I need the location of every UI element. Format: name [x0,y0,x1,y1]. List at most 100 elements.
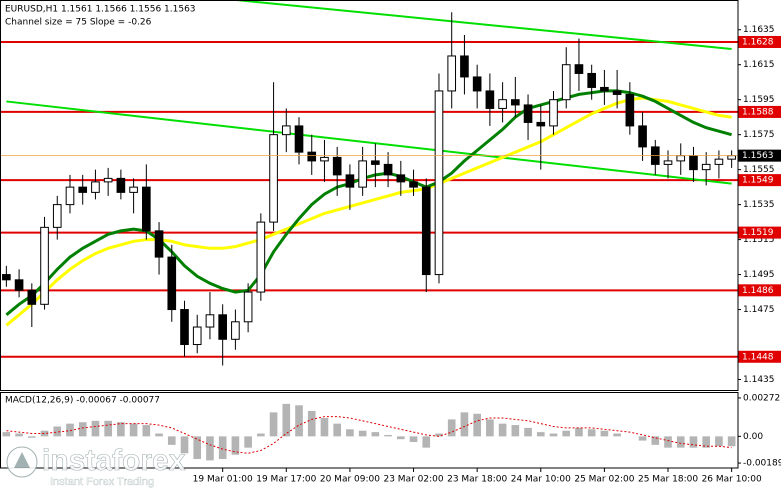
macd-bar [600,430,609,437]
macd-bar [460,412,469,437]
candle-body [600,86,609,92]
y-tick-label: 1.1595 [743,95,775,105]
macd-bar [473,413,481,437]
candle-body [536,121,546,127]
macd-bar [295,405,303,437]
macd-bar [486,419,494,437]
macd-bar [409,436,418,443]
current-price-box [738,149,781,162]
macd-bar [53,426,62,437]
x-tick-label: 19 Mar 17:00 [256,475,316,485]
candle-body [218,314,227,340]
candle-body [727,155,736,160]
y-tick-label: 1.1435 [743,375,775,385]
level-label-box [738,35,781,48]
macd-bar [155,433,163,437]
candle-body [701,163,711,171]
candle-body [689,155,698,171]
level-label-box [738,174,781,187]
macd-bar [66,423,74,437]
price-pane [0,0,738,366]
macd-bar [651,436,660,445]
candle-body [40,226,49,305]
macd-bar [358,430,367,437]
macd-bar [384,434,392,437]
macd-bar [307,410,316,437]
macd-bar [244,436,252,448]
macd-bar [104,420,112,437]
x-tick-label: 19 Mar 01:00 [193,475,253,485]
candle-body [371,160,380,165]
macd-pane [2,403,736,461]
level-label-box [738,284,781,297]
candle-body [549,99,558,127]
macd-bar [638,436,647,441]
candle-body [332,156,342,176]
macd-bar [180,436,189,454]
level-label-box [738,105,781,118]
current-price-label: 1.1563 [742,151,774,161]
candle-body [91,181,100,193]
macd-bar [549,433,558,437]
candle-body [714,158,724,165]
candle-body [231,321,240,340]
x-tick-label: 25 Mar 18:00 [638,475,698,485]
chart-title: EURUSD,H1 1.1561 1.1566 1.1556 1.1563 [5,5,196,15]
macd-bar [524,427,532,437]
macd-bar [27,436,36,438]
candle-body [421,186,431,276]
candle-body [612,90,622,95]
macd-bar [447,419,456,437]
candle-body [574,64,584,74]
y-tick-label: 1.1555 [743,165,775,175]
candle-body [103,177,113,183]
macd-bar [15,433,23,437]
macd-bar [2,432,11,437]
candle-body [676,155,686,162]
macd-tick-label: -0.00189 [743,459,781,469]
watermark: instaforex Instant Forex Trading [6,444,186,488]
macd-bar [129,423,138,437]
macd-bar [676,436,685,448]
candle-body [320,156,329,162]
x-tick-label: 20 Mar 09:00 [320,475,380,485]
candle-body [447,55,457,92]
candle-body [116,177,126,193]
candle-body [14,279,24,291]
candle-body [561,64,571,101]
macd-bar [511,425,520,437]
macd-tick-label: 0.00272 [743,393,780,403]
candle-body [142,186,151,232]
macd-bar [664,436,672,448]
macd-bar [117,422,125,437]
y-tick-label: 1.1515 [743,235,775,245]
macd-bar [167,436,176,445]
candle-body [663,160,673,165]
macd-bar [613,433,621,437]
candle-body [409,181,418,188]
macd-bar [78,422,87,437]
macd-bar [320,418,329,437]
candle-body [65,186,75,206]
macd-bar [575,427,583,437]
candle-body [485,90,495,109]
candle-body [460,55,469,78]
channel-line [226,0,732,50]
macd-bar [218,436,227,459]
macd-bar [587,429,596,437]
macd-bar [396,436,405,440]
x-tick-label: 26 Mar 10:00 [702,475,762,485]
candle-body [307,151,317,162]
macd-bar [422,436,431,448]
candle-body [129,186,138,193]
macd-bar [142,425,151,437]
candle-body [27,289,37,305]
moving-average [5,96,732,327]
candle-body [243,291,253,323]
level-label: 1.1486 [742,286,774,296]
chart-subtitle: Channel size = 75 Slope = -0.26 [5,18,152,28]
macd-bar [536,432,545,437]
axes: 1.1635 1.1615 1.1595 1.1575 1.1555 1.1535 1.15… [193,25,781,485]
